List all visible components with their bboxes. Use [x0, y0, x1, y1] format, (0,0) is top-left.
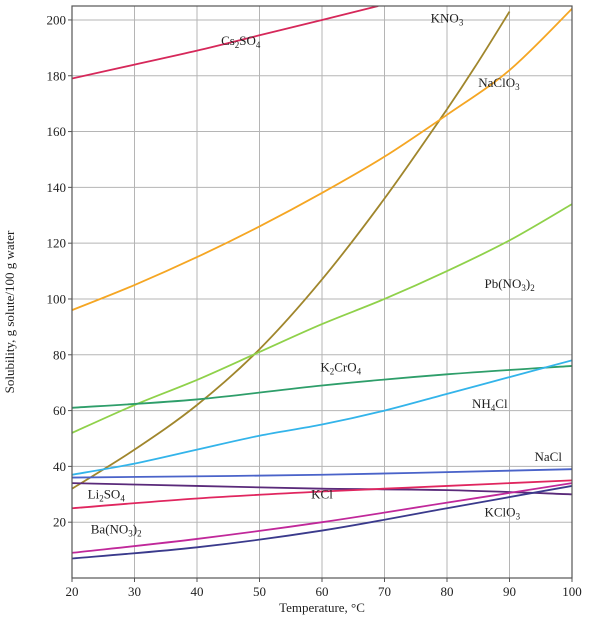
- x-tick-label: 60: [316, 584, 329, 599]
- x-tick-label: 20: [66, 584, 79, 599]
- y-tick-label: 120: [47, 236, 67, 251]
- series-line-kcl: [72, 479, 572, 510]
- series-label-kclo3: KClO3: [485, 505, 521, 522]
- y-tick-label: 100: [47, 291, 67, 306]
- series-line-li2so4: [72, 482, 572, 496]
- series-line-ba-no3-2: [72, 482, 572, 554]
- series-label-nh4cl: NH4Cl: [472, 396, 508, 413]
- y-tick-label: 200: [47, 12, 67, 27]
- series-label-naclo3: NaClO3: [478, 75, 520, 92]
- x-axis-title: Temperature, °C: [279, 600, 365, 615]
- series-line-nacl: [72, 468, 572, 479]
- y-tick-label: 60: [53, 403, 66, 418]
- y-axis-title: Solubility, g solute/100 g water: [2, 230, 17, 393]
- series-line-cs2so4: [72, 6, 379, 80]
- y-axis-ticks: 20 40 60 80 100 120 140 160 180 200: [47, 12, 72, 530]
- series-label-kcl: KCl: [311, 486, 333, 501]
- x-tick-label: 50: [253, 584, 266, 599]
- x-tick-label: 30: [128, 584, 141, 599]
- y-tick-label: 80: [53, 347, 66, 362]
- x-tick-label: 40: [191, 584, 204, 599]
- x-tick-label: 80: [441, 584, 454, 599]
- series-label-cs2so4: Cs2SO4: [221, 33, 261, 50]
- series-line-k2cro4: [72, 365, 572, 409]
- series-label-ba-no3-2: Ba(NO3)2: [91, 521, 142, 538]
- series-label-li2so4: Li2SO4: [88, 486, 126, 503]
- y-tick-label: 140: [47, 180, 67, 195]
- y-tick-label: 40: [53, 459, 66, 474]
- series-line-naclo3: [72, 8, 572, 311]
- series-line-kno3: [72, 11, 511, 490]
- series-line-nh4cl: [72, 359, 572, 476]
- x-axis-ticks: 20 30 40 50 60 70 80 90 100: [66, 578, 582, 599]
- series-label-nacl: NaCl: [535, 449, 563, 464]
- series-label-kno3: KNO3: [431, 11, 464, 28]
- series-line-pb-no3-2: [72, 203, 572, 434]
- series-label-pb-no3-2: Pb(NO3)2: [485, 276, 535, 293]
- y-tick-label: 160: [47, 124, 67, 139]
- series-labels: Cs2SO4 KNO3 NaClO3 Pb(NO3)2 K2CrO4 NH4Cl NaCl L…: [88, 11, 563, 539]
- series-lines: [72, 6, 572, 560]
- series-label-k2cro4: K2CrO4: [320, 360, 361, 377]
- series-line-kclo3: [72, 485, 572, 560]
- y-tick-label: 180: [47, 68, 67, 83]
- x-tick-label: 100: [562, 584, 582, 599]
- x-tick-label: 90: [503, 584, 516, 599]
- x-tick-label: 70: [378, 584, 391, 599]
- y-tick-label: 20: [53, 515, 66, 530]
